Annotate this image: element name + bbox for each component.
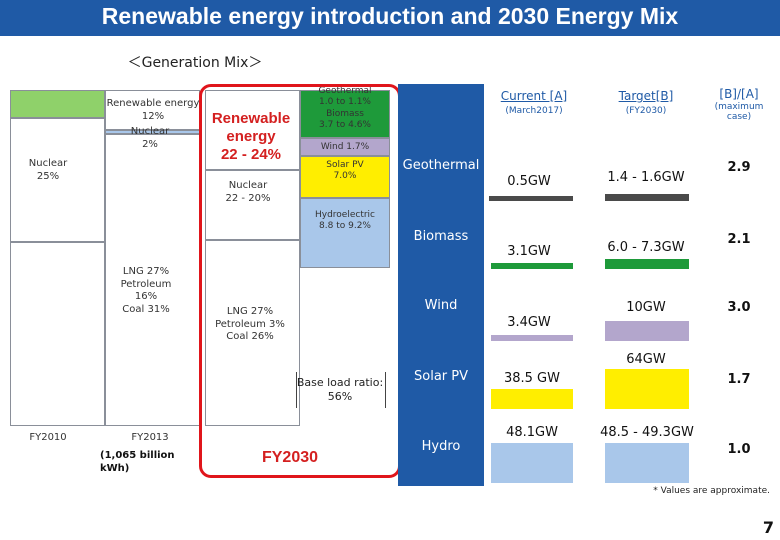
fy2030-fossil-segment [205, 240, 300, 426]
fy2010-renewable-segment [10, 90, 105, 118]
solar-target-swatch [605, 369, 689, 409]
fy2013-total-label: (1,065 billion kWh) [100, 450, 175, 474]
geothermal-ratio-value: 2.9 [727, 160, 751, 175]
fy2013-year-label: FY2013 [131, 432, 169, 443]
hydro-current-value: 48.1GW [506, 425, 558, 440]
column-target-subheader: (FY2030) [625, 106, 667, 116]
solar-current-swatch [491, 389, 573, 409]
wind-ratio-value: 3.0 [727, 300, 751, 315]
biomass-target-swatch [605, 259, 689, 269]
row-label-biomass: Biomass [413, 229, 469, 244]
fy2030-highlight-frame [199, 84, 401, 478]
fy2030-nuclear-label: Nuclear 22 - 20% [225, 180, 271, 204]
wind-current-swatch [491, 335, 573, 341]
wind-target-value: 10GW [626, 300, 666, 315]
approximate-values-note: * Values are approximate. [653, 486, 770, 496]
fy2010-renewable-label: Renewable energy 12% [106, 98, 200, 122]
table-label-column [398, 84, 484, 486]
fy2010-nuclear-label: Nuclear 25% [28, 158, 68, 182]
geothermal-current-value: 0.5GW [507, 174, 551, 189]
fy2013-renewable-segment [105, 90, 200, 130]
column-ratio-subheader: (maximum case) [714, 102, 764, 122]
fy2010-nuclear-segment [10, 118, 105, 242]
base-load-label: Base load ratio: 56% [296, 376, 384, 403]
base-load-bracket [296, 372, 386, 408]
page-title: Renewable energy introduction and 2030 E… [101, 3, 679, 29]
fy2010-fossil-segment [10, 242, 105, 426]
row-label-hydro: Hydro [421, 439, 461, 454]
fy2030-fossil-label: LNG 27% Petroleum 3% Coal 26% [215, 306, 285, 342]
row-label-geothermal: Geothermal [402, 158, 480, 173]
biomass-ratio-value: 2.1 [727, 232, 751, 247]
fy2030-geo-biomass-segment [300, 90, 390, 138]
column-target-header: Target[B] [618, 89, 674, 103]
geothermal-target-value: 1.4 - 1.6GW [607, 170, 685, 185]
column-current-subheader: (March2017) [505, 106, 563, 116]
biomass-current-value: 3.1GW [507, 244, 551, 259]
wind-target-swatch [605, 321, 689, 341]
row-label-wind: Wind [424, 298, 458, 313]
row-label-solar: Solar PV [414, 369, 468, 384]
column-current-header: Current [A] [500, 89, 568, 103]
fy2030-wind-segment [300, 138, 390, 156]
fy2030-renewable-label: Renewable energy 22 - 24% [211, 110, 291, 163]
fy2030-year-label: FY2030 [261, 449, 319, 466]
fy2030-nuclear-segment [205, 170, 300, 240]
solar-ratio-value: 1.7 [727, 372, 751, 387]
fy2030-wind-label: Wind 1.7% [320, 142, 370, 152]
title-bar [0, 0, 780, 36]
fy2030-hydro-segment [300, 198, 390, 268]
hydro-target-value: 48.5 - 49.3GW [600, 425, 694, 440]
biomass-target-value: 6.0 - 7.3GW [607, 240, 685, 255]
hydro-current-swatch [491, 443, 573, 483]
geothermal-target-swatch [605, 194, 689, 201]
column-ratio-header: [B]/[A] [719, 87, 759, 101]
geothermal-current-swatch [489, 196, 573, 201]
fy2013-fossil-label: LNG 27% Petroleum 16% Coal 31% [120, 266, 172, 315]
fy2030-solar-segment [300, 156, 390, 198]
biomass-current-swatch [491, 263, 573, 269]
wind-current-value: 3.4GW [507, 315, 551, 330]
fy2030-geo-biomass-label: Geothermal 1.0 to 1.1% Biomass 3.7 to 4.… [318, 86, 372, 130]
fy2010-year-label: FY2010 [29, 432, 67, 443]
fy2030-hydro-label: Hydroelectric 8.8 to 9.2% [314, 210, 376, 232]
hydro-ratio-value: 1.0 [727, 442, 751, 457]
fy2030-solar-label: Solar PV 7.0% [326, 160, 364, 182]
generation-mix-subtitle: ＜Generation Mix＞ [127, 55, 263, 71]
solar-target-value: 64GW [626, 352, 666, 367]
page-number: 7 [762, 518, 774, 537]
fy2030-renewable-segment [205, 90, 300, 170]
fy2013-fossil-segment [105, 134, 200, 426]
fy2013-nuclear-label: Nuclear 2% [130, 126, 170, 150]
solar-current-value: 38.5 GW [503, 371, 560, 386]
hydro-target-swatch [605, 443, 689, 483]
